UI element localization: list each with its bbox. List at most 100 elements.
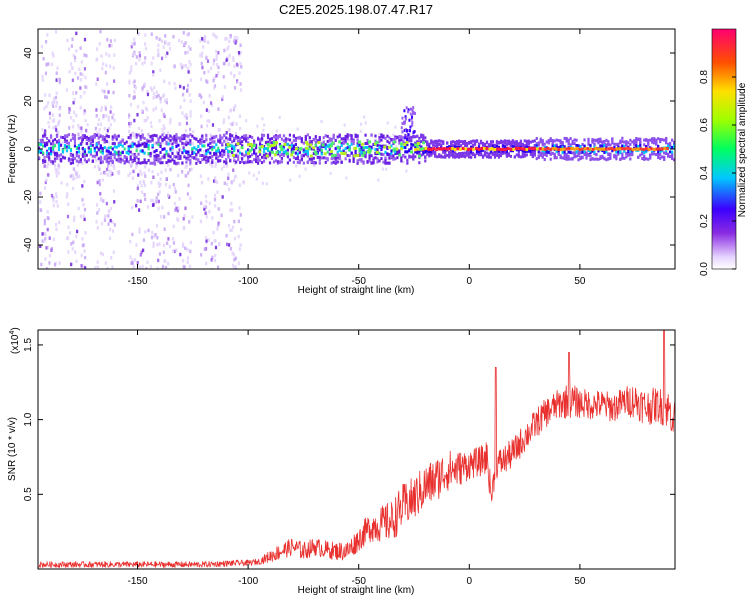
spectrogram-cell <box>162 112 165 117</box>
spectrogram-cell <box>282 139 286 143</box>
spectrogram-cell <box>167 142 170 146</box>
spectrogram-cell <box>559 147 563 152</box>
spectrogram-cell <box>386 157 389 161</box>
spectrogram-cell <box>209 141 212 145</box>
spectrogram-cell <box>619 157 622 161</box>
spectrogram-cell <box>304 138 307 142</box>
spectrogram-cell <box>201 137 204 141</box>
spectrogram-cell <box>86 123 89 127</box>
spectrogram-cell <box>202 100 205 105</box>
spectrogram-cell <box>583 153 586 157</box>
spectrogram-cell <box>333 153 337 157</box>
spectrogram-cell <box>356 153 360 157</box>
spectrogram-cell <box>223 181 226 186</box>
spectrogram-cell <box>298 160 301 164</box>
spectrogram-cell <box>280 160 284 164</box>
spectrogram-cell <box>53 151 57 155</box>
spectrogram-cell <box>635 144 638 148</box>
spectrogram-cell <box>567 150 570 154</box>
spectrogram-cell <box>541 143 544 147</box>
spectrogram-cell <box>366 139 369 143</box>
spectrogram-cell <box>384 158 387 162</box>
spectrogram-cell <box>463 141 467 145</box>
spectrogram-cell <box>49 149 53 153</box>
spectrogram-cell <box>245 153 248 157</box>
spectrogram-cell <box>569 145 572 149</box>
spectrogram-cell <box>334 147 337 151</box>
spectrogram-cell <box>79 106 82 110</box>
spectrogram-cell <box>515 140 518 144</box>
spectrogram-cell <box>162 264 165 269</box>
spectrogram-cell <box>605 158 608 162</box>
spectrogram-cell <box>390 144 393 148</box>
spectrogram-cell <box>302 150 305 154</box>
spectrogram-cell <box>121 144 124 148</box>
spectrogram-cell <box>45 149 49 153</box>
spectrogram-cell <box>637 137 640 141</box>
spectrogram-cell <box>380 138 383 142</box>
spectrogram-cell <box>173 157 176 161</box>
spectrogram-cell <box>463 155 467 159</box>
spectrogram-cell <box>452 152 455 156</box>
spectrogram-cell <box>567 142 570 146</box>
spectrogram-cell <box>65 141 69 145</box>
spectrogram-cell <box>673 140 675 144</box>
spectrogram-cell <box>158 252 162 256</box>
spectrogram-cell <box>275 150 279 154</box>
spectrogram-cell <box>97 208 101 212</box>
spectrogram-cell <box>200 201 203 206</box>
spectrogram-cell <box>131 258 134 262</box>
spectrogram-cell <box>497 155 501 159</box>
spectrogram-cell <box>669 141 672 145</box>
spectrogram-cell <box>300 157 303 161</box>
spectrogram-cell <box>45 178 48 183</box>
spectrogram-cell <box>495 140 499 144</box>
spectrogram-cell <box>543 145 546 149</box>
spectrogram-cell <box>98 132 101 136</box>
spectrogram-cell <box>270 143 274 147</box>
spectrogram-cell <box>609 143 612 147</box>
spectrogram-cell <box>150 88 154 92</box>
spectrogram-cell <box>239 141 242 145</box>
spectrogram-cell <box>328 139 331 143</box>
spectrogram-cell <box>665 146 668 150</box>
spectrogram-cell <box>644 147 648 151</box>
spectrogram-cell <box>140 129 143 133</box>
spectrogram-cell <box>578 148 582 152</box>
spectrogram-cell <box>669 150 672 154</box>
spectrogram-cell <box>137 157 140 161</box>
spectrogram-cell <box>225 182 229 187</box>
spectrogram-cell <box>84 119 87 123</box>
spectrogram-cell <box>503 151 507 155</box>
spectrogram-cell <box>97 123 100 127</box>
spectrogram-cell <box>292 144 295 148</box>
spectrogram-cell <box>659 156 662 160</box>
spectrogram-cell <box>593 152 596 156</box>
spectrogram-cell <box>52 100 56 104</box>
spectrogram-cell <box>328 137 331 141</box>
spectrogram-cell <box>99 251 103 255</box>
spectrogram-cell <box>396 156 399 160</box>
spectrogram-cell <box>111 153 114 157</box>
spectrogram-cell <box>535 157 538 161</box>
spectrogram-cell <box>489 155 493 159</box>
spectrogram-cell <box>405 106 408 110</box>
spectrogram-cell <box>75 153 79 157</box>
spectrogram-cell <box>384 150 387 154</box>
spectrogram-cell <box>49 152 53 156</box>
top-y-tick-label: 0 <box>23 146 34 152</box>
spectrogram-cell <box>211 160 214 164</box>
spectrogram-cell <box>66 192 69 196</box>
spectrogram-cell <box>73 55 77 60</box>
spectrogram-cell <box>45 246 48 250</box>
spectrogram-cell <box>597 141 600 145</box>
spectrogram-cell <box>290 143 294 147</box>
spectrogram-cell <box>157 93 160 98</box>
spectrogram-cell <box>181 137 184 141</box>
spectrogram-cell <box>237 158 240 162</box>
spectrogram-cell <box>541 139 544 143</box>
spectrogram-cell <box>81 72 84 77</box>
spectrogram-cell <box>105 52 108 56</box>
spectrogram-cell <box>152 70 155 74</box>
spectrogram-cell <box>555 138 558 142</box>
